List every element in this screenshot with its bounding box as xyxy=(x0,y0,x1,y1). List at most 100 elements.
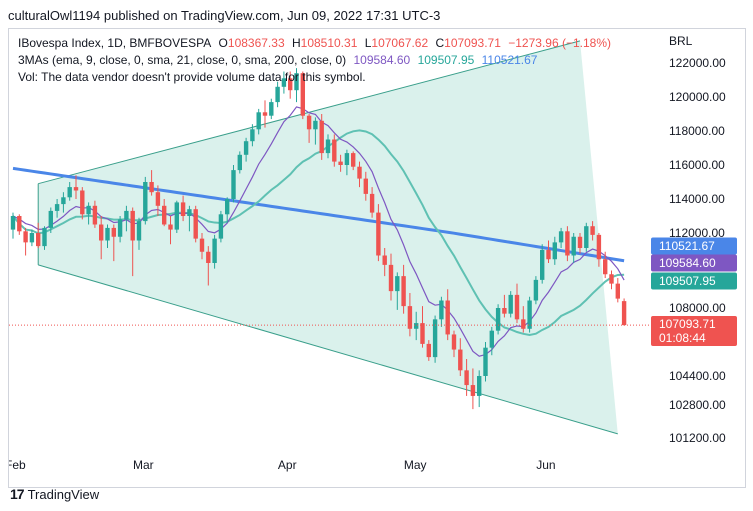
candle-body xyxy=(218,214,224,239)
candle-body xyxy=(143,182,148,222)
candle-body xyxy=(577,236,583,248)
candle-body xyxy=(552,242,557,260)
candle-body xyxy=(445,300,450,335)
candle-body xyxy=(80,190,85,215)
y-tick-label: 101200.00 xyxy=(669,431,726,445)
change-value: −1273.96 (−1.18%) xyxy=(508,36,611,50)
candle-body xyxy=(502,308,507,314)
candle-body xyxy=(67,187,72,198)
candle-body xyxy=(99,224,104,241)
candle-body xyxy=(363,178,368,194)
candle-body xyxy=(319,120,324,154)
candle-body xyxy=(395,276,400,292)
candle-body xyxy=(92,205,98,225)
candle-body xyxy=(231,170,236,199)
candle-body xyxy=(61,197,66,205)
candle-body xyxy=(489,330,494,348)
price-label-box xyxy=(651,254,737,272)
vol-legend: Vol: The data vendor doesn't provide vol… xyxy=(18,70,370,84)
price-label-box xyxy=(651,237,737,255)
candle-body xyxy=(269,102,274,116)
candle-body xyxy=(111,227,116,237)
sma200-line xyxy=(12,166,625,263)
y-tick-label: 108000.00 xyxy=(669,301,726,315)
candle-body xyxy=(117,219,123,237)
candle-body xyxy=(313,120,318,130)
y-tick-label: 104400.00 xyxy=(669,369,726,383)
candle-body xyxy=(54,204,60,211)
candle-body xyxy=(527,300,532,329)
candle-body xyxy=(540,249,545,280)
low-label: L xyxy=(364,36,372,50)
candle-body xyxy=(477,376,482,396)
footer-brand[interactable]: 17 TradingView xyxy=(10,486,99,502)
candle-body xyxy=(155,192,161,206)
candle-body xyxy=(174,202,179,230)
candle-body xyxy=(250,129,255,142)
symbol-title[interactable]: IBovespa Index, 1D, BMFBOVESPA xyxy=(18,36,212,50)
x-tick-label: May xyxy=(404,458,427,472)
candle-body xyxy=(256,112,261,130)
y-tick-label: 120000.00 xyxy=(669,90,726,104)
chart-canvas[interactable]: BRL 122000.00 120000.00 118000.00 116000.00 1… xyxy=(9,29,745,487)
candle-body xyxy=(168,224,173,230)
tradingview-logo-icon: 17 xyxy=(10,486,25,502)
sma200-value: 110521.67 xyxy=(481,53,538,67)
candle-body xyxy=(546,249,551,260)
candle-body xyxy=(23,231,28,243)
x-tick-label: Feb xyxy=(9,458,26,472)
candle-body xyxy=(615,283,620,299)
candle-body xyxy=(458,349,463,371)
y-tick-label: 102800.00 xyxy=(669,398,726,412)
candle-body xyxy=(420,323,425,344)
candle-body xyxy=(584,226,589,248)
candle-body xyxy=(10,216,16,230)
candle-body xyxy=(48,210,53,228)
candle-body xyxy=(149,182,154,193)
brand-name: TradingView xyxy=(27,486,100,502)
candle-body xyxy=(86,205,91,215)
channel-lower-line xyxy=(38,264,618,435)
y-tick-label: 112000.00 xyxy=(669,226,725,240)
candle-body xyxy=(414,323,419,329)
open-label: O xyxy=(218,36,228,50)
candle-body xyxy=(124,210,129,220)
countdown-label: 01:08:44 xyxy=(659,331,706,345)
candle-body xyxy=(332,139,337,162)
candle-body xyxy=(162,205,167,225)
candle-body xyxy=(571,236,576,256)
ma-legend[interactable]: 3MAs (ema, 9, close, 0, sma, 21, close, … xyxy=(18,53,541,67)
candle-body xyxy=(17,216,22,232)
candle-body xyxy=(275,86,280,103)
x-tick-label: Mar xyxy=(133,458,154,472)
sma21-value: 109507.95 xyxy=(417,53,475,67)
candle-body xyxy=(376,212,381,256)
candle-body xyxy=(325,139,331,154)
open-value: 108367.33 xyxy=(227,36,285,50)
candle-body xyxy=(193,209,198,239)
candle-body xyxy=(42,227,47,247)
candle-body xyxy=(187,209,192,216)
y-tick-label: 118000.00 xyxy=(669,124,725,138)
candle-body xyxy=(609,274,614,284)
price-label-box xyxy=(651,272,737,290)
candle-body xyxy=(357,166,362,179)
candle-body xyxy=(369,193,375,213)
chart-frame[interactable]: BRL 122000.00 120000.00 118000.00 116000.00 1… xyxy=(8,28,746,488)
candle-body xyxy=(401,276,406,307)
candle-body xyxy=(439,300,444,320)
candle-body xyxy=(243,141,249,155)
candle-body xyxy=(300,73,305,116)
sma21-line xyxy=(12,129,625,337)
price-label-text: 107093.71 xyxy=(659,317,716,331)
candle-body xyxy=(495,308,501,331)
candle-body xyxy=(344,153,350,165)
candle-body xyxy=(288,78,293,91)
publisher-header: culturalOwl1194 published on TradingView… xyxy=(8,8,441,23)
candle-body xyxy=(237,154,242,171)
candle-body xyxy=(470,385,476,396)
y-tick-label: 122000.00 xyxy=(669,56,726,70)
price-label-box xyxy=(651,316,737,346)
candle-body xyxy=(225,199,230,215)
candle-body xyxy=(29,233,35,243)
